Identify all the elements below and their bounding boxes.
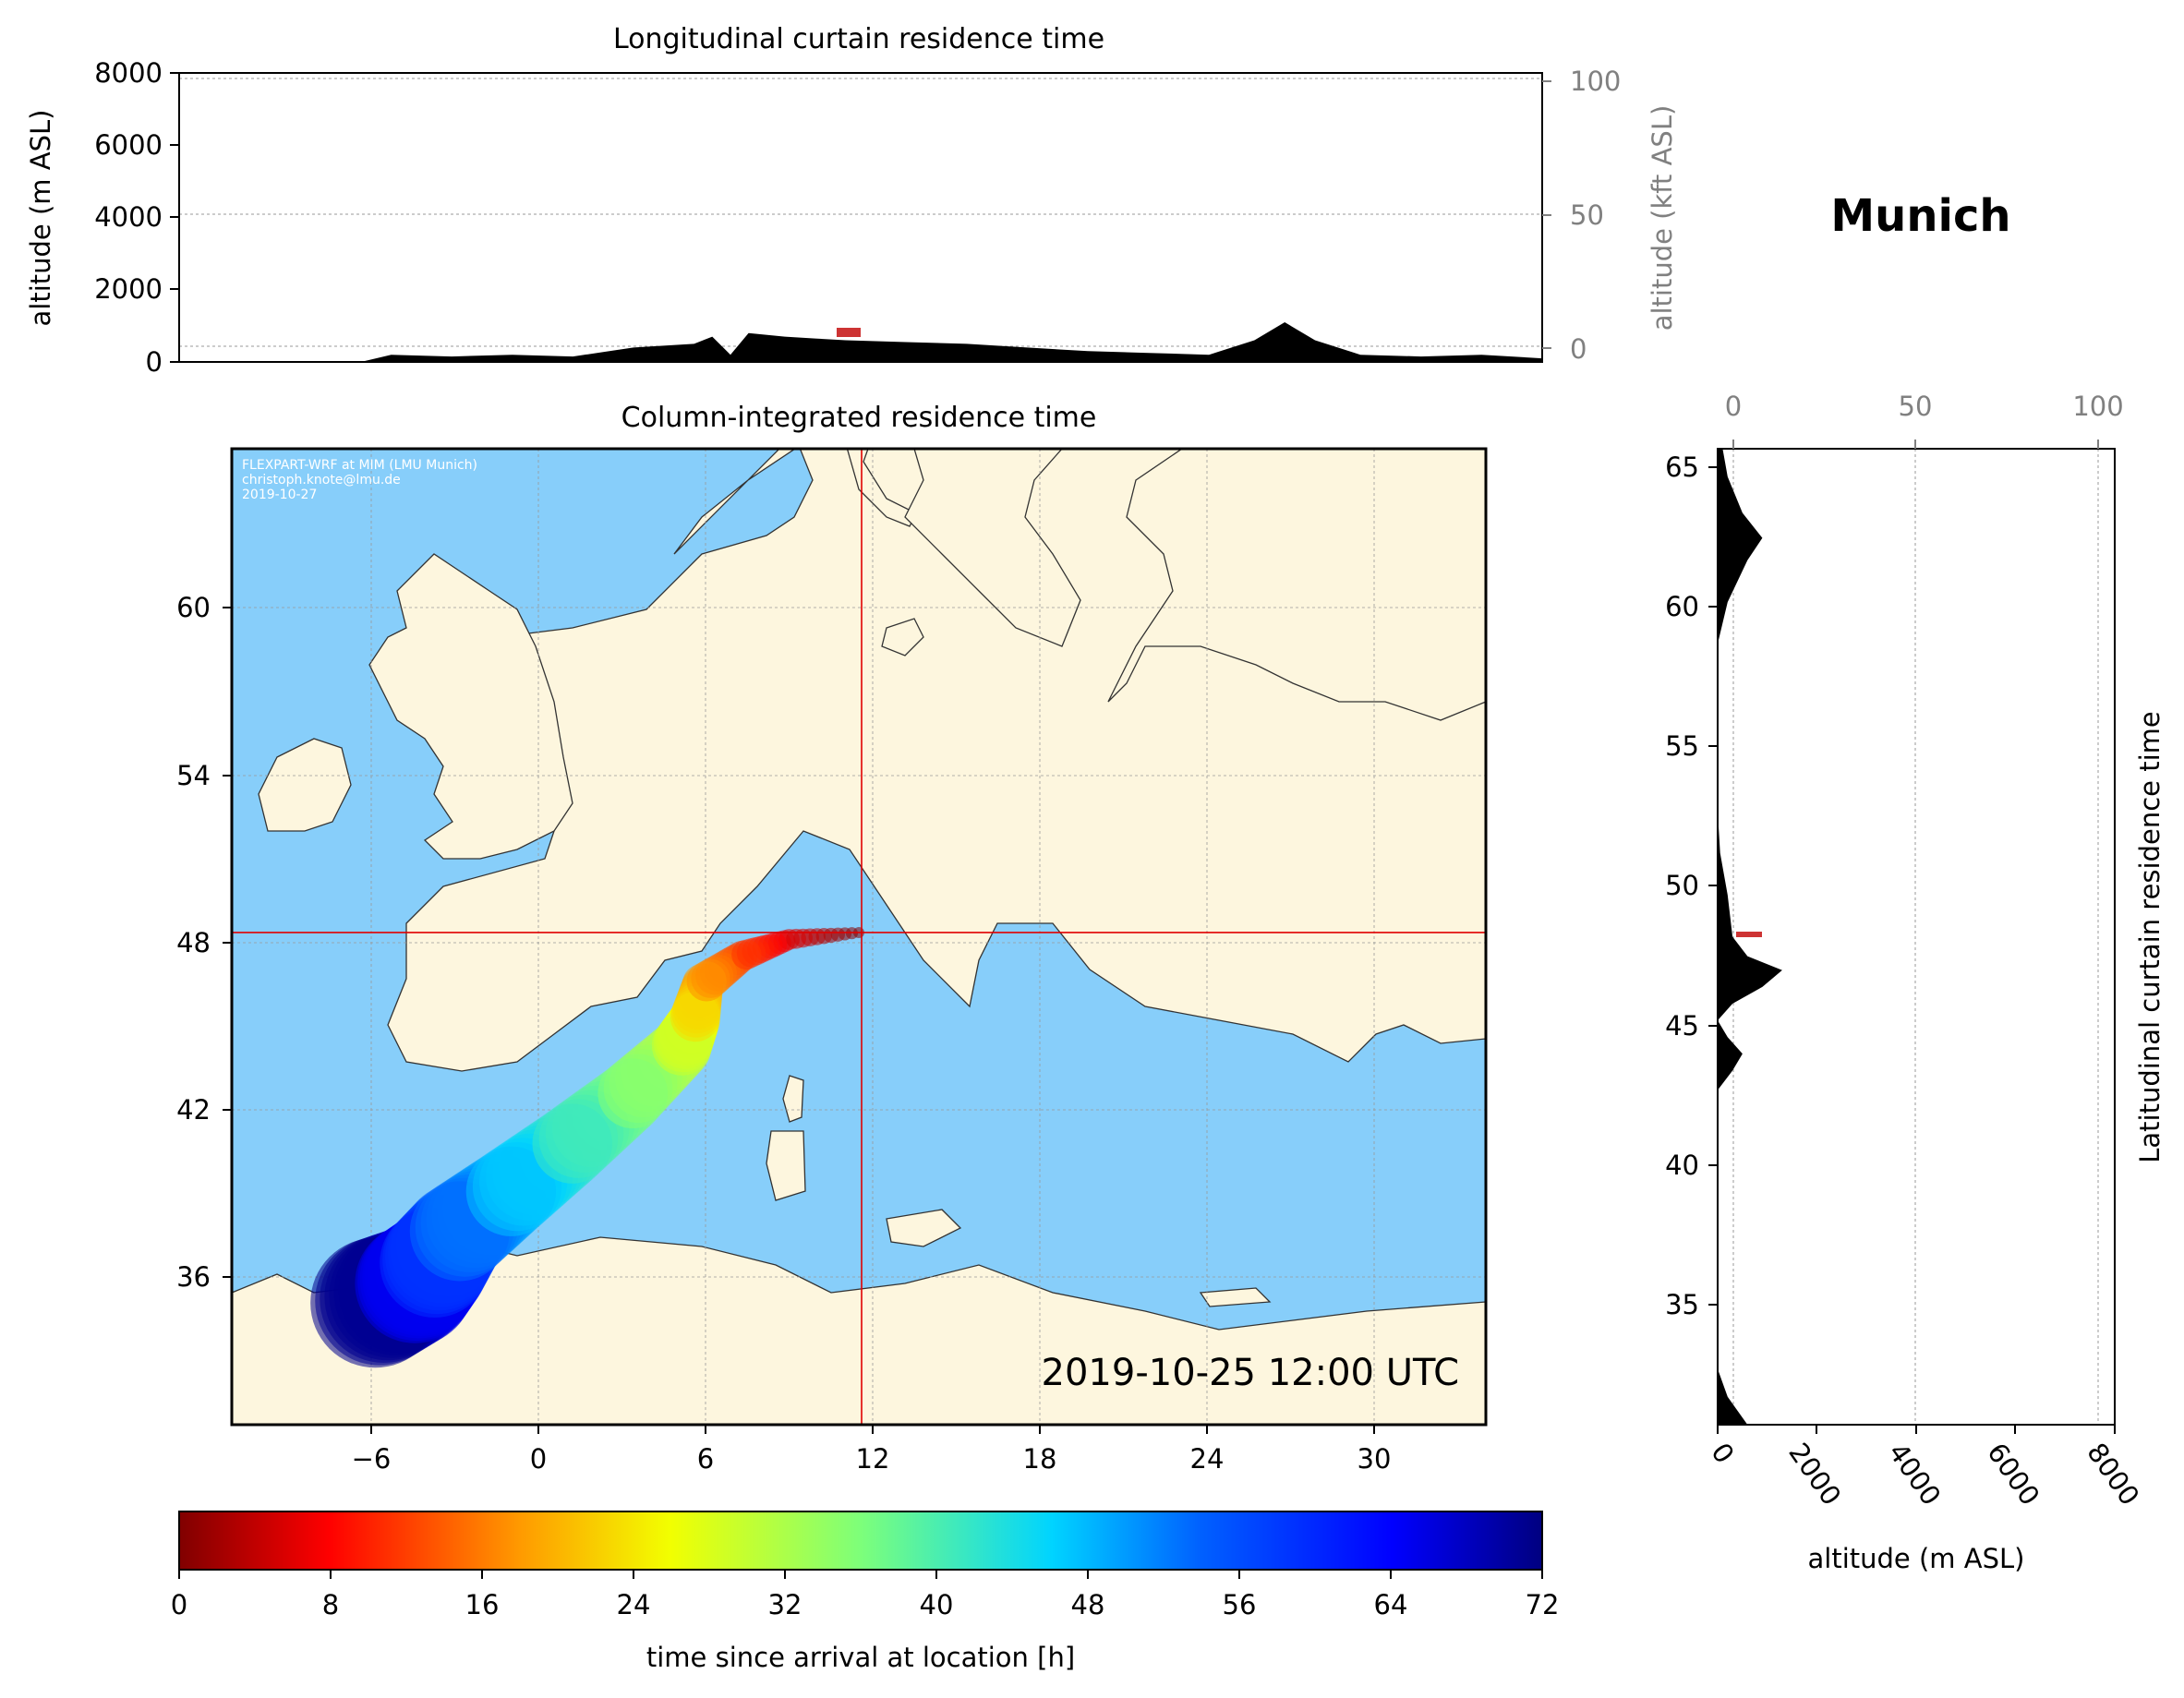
map-frame	[230, 447, 1488, 1427]
top-ylabel-right: altitude (kft ASL)	[1647, 105, 1678, 331]
side-ytick-label: 50	[1665, 870, 1699, 901]
map-ytick-label: 42	[176, 1094, 211, 1126]
map-panel-title: Column-integrated residence time	[621, 402, 1097, 434]
map-xtick-label: −6	[352, 1443, 392, 1475]
colorbar-tick-label: 8	[322, 1589, 339, 1620]
map-xtick-label: 24	[1190, 1443, 1225, 1475]
land-masses	[232, 449, 1486, 1425]
top-curtain-profile	[179, 322, 1542, 362]
map-xtick-label: 30	[1357, 1443, 1392, 1475]
side-ytick-label: 45	[1665, 1010, 1699, 1042]
land-iceland-like-island	[881, 618, 924, 656]
trajectory-puff	[532, 1103, 613, 1184]
side-panel-grid	[1732, 449, 2099, 1425]
colorbar-label: time since arrival at location [h]	[646, 1642, 1075, 1673]
land-corsica	[782, 1075, 804, 1123]
colorbar-tick-label: 0	[171, 1589, 187, 1620]
map-ytick-label: 60	[176, 592, 211, 623]
colorbar-tick-label: 40	[920, 1589, 954, 1620]
map-ytick-label: 54	[176, 760, 211, 791]
colorbar-tick-label: 24	[617, 1589, 651, 1620]
map-xtick-label: 18	[1023, 1443, 1057, 1475]
side-ytick-label: 40	[1665, 1150, 1699, 1181]
side-receptor-marker	[1736, 932, 1762, 937]
top-ylabel-left: altitude (m ASL)	[25, 110, 56, 327]
trajectory-puff	[686, 961, 727, 1002]
map-area	[232, 449, 1486, 1425]
receptor-crosshair	[232, 449, 1486, 1425]
location-title: Munich	[1830, 190, 2010, 242]
colorbar-tick-label: 48	[1071, 1589, 1105, 1620]
trajectory-puff	[465, 1146, 557, 1236]
land-norway-sweden	[868, 449, 1081, 647]
credit-line-3: 2019-10-27	[242, 488, 317, 502]
side-xlabel: altitude (m ASL)	[1808, 1543, 2025, 1574]
map-xtick-label: 0	[530, 1443, 547, 1475]
side-ytick-label: 60	[1665, 591, 1699, 622]
side-ytick-label: 55	[1665, 730, 1699, 762]
colorbar-tick-label: 56	[1223, 1589, 1257, 1620]
top-ytick-label: 8000	[94, 57, 163, 89]
map-xaxis: −6 0 6 12 18 24 30	[352, 1425, 1392, 1475]
side-xtick-label: 2000	[1782, 1438, 1847, 1511]
colorbar-tick-label: 64	[1374, 1589, 1408, 1620]
side-xtick-label: 8000	[2081, 1438, 2145, 1511]
colorbar-tick-label: 16	[465, 1589, 500, 1620]
side-xaxis-bottom: 0 2000 4000 6000 8000	[1705, 1425, 2145, 1511]
colorbar	[178, 1511, 1543, 1571]
credit-line-2: christoph.knote@lmu.de	[242, 473, 401, 488]
colorbar-tick-label: 72	[1526, 1589, 1560, 1620]
side-xaxis-top: 0 50 100	[1725, 391, 2124, 449]
top-ytick-label: 0	[146, 346, 163, 378]
land-finland-russia	[1107, 449, 1486, 721]
map-timestamp: 2019-10-25 12:00 UTC	[1042, 1352, 1459, 1394]
top-yaxis-left: 0 2000 4000 6000 8000	[94, 57, 179, 378]
top-ytick-label: 4000	[94, 201, 163, 233]
colorbar-ticks: 0 8 16 24 32 40 48 56 64 72	[171, 1570, 1560, 1620]
map-ytick-label: 36	[176, 1261, 211, 1293]
top-panel-grid	[179, 78, 1542, 347]
top-ytick-label: 2000	[94, 273, 163, 305]
trajectory-puff	[786, 928, 806, 949]
top-ytick-right-label: 50	[1570, 199, 1604, 231]
top-ytick-right-label: 100	[1570, 66, 1621, 97]
land-sardinia	[766, 1130, 806, 1201]
side-xtick-label: 6000	[1981, 1438, 2045, 1511]
map-gridlines	[232, 449, 1486, 1425]
top-panel-title: Longitudinal curtain residence time	[613, 23, 1104, 55]
map-xtick-label: 6	[697, 1443, 714, 1475]
side-ytick-label: 65	[1665, 452, 1699, 483]
trajectory-puff	[670, 992, 720, 1042]
trajectory-puff	[597, 1058, 669, 1129]
land-sicily	[886, 1209, 962, 1247]
side-xtick-label: 0	[1705, 1438, 1740, 1470]
colorbar-tick-label: 32	[768, 1589, 802, 1620]
map-xtick-label: 12	[856, 1443, 890, 1475]
map-yaxis: 36 42 48 54 60	[176, 592, 232, 1293]
top-ytick-right-label: 0	[1570, 333, 1587, 365]
side-panel-frame	[1717, 448, 2116, 1426]
credit-line-1: FLEXPART-WRF at MIM (LMU Munich)	[242, 458, 477, 473]
side-xtick-top-label: 100	[2072, 391, 2123, 422]
map-credits: FLEXPART-WRF at MIM (LMU Munich) christo…	[242, 458, 477, 502]
top-panel-frame	[178, 72, 1543, 363]
map-ytick-label: 48	[176, 927, 211, 958]
side-yaxis: 35 40 45 50 55 60 65	[1665, 452, 1718, 1320]
side-curtain-profile	[1718, 449, 1782, 1425]
side-xtick-top-label: 50	[1899, 391, 1933, 422]
top-yaxis-right: 0 50 100	[1542, 66, 1621, 365]
side-xtick-top-label: 0	[1725, 391, 1742, 422]
land-uk	[368, 553, 573, 860]
side-ytick-label: 35	[1665, 1289, 1699, 1320]
land-ireland	[258, 738, 352, 832]
side-ylabel: Latitudinal curtain residence time	[2134, 711, 2166, 1163]
trajectory-plume	[310, 926, 864, 1368]
top-receptor-marker	[837, 328, 861, 337]
top-ytick-label: 6000	[94, 129, 163, 161]
trajectory-puff	[731, 939, 762, 970]
side-xtick-label: 4000	[1882, 1438, 1947, 1511]
